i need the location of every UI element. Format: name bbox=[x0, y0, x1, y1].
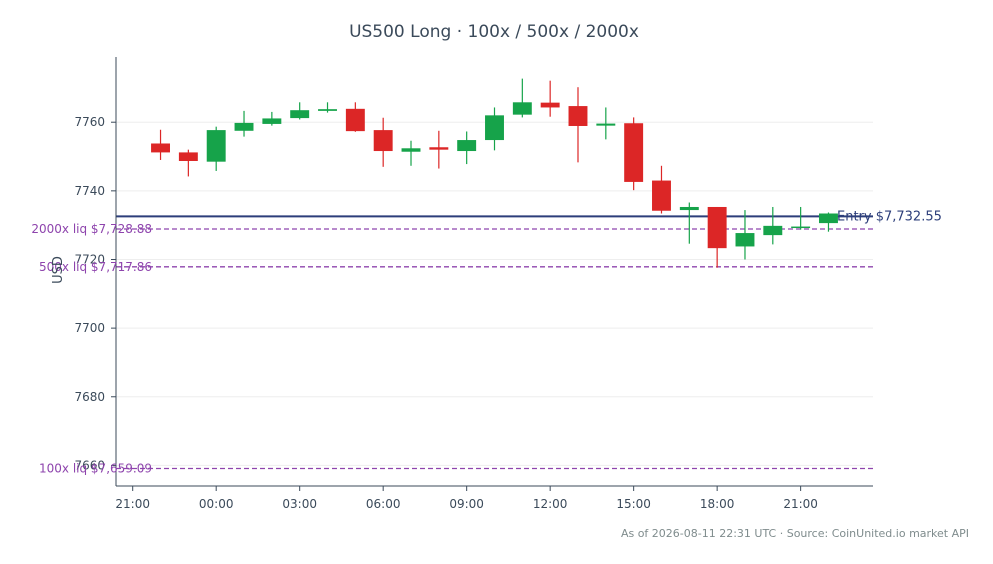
labels: 2000x liq $7,728.88 500x liq $7,717.86 100… bbox=[31, 209, 942, 475]
candle-body bbox=[568, 106, 588, 126]
candle-body bbox=[735, 233, 755, 247]
candle bbox=[178, 149, 198, 177]
candle bbox=[791, 206, 811, 230]
candle-body bbox=[540, 102, 560, 108]
candle-body bbox=[234, 122, 254, 131]
candles bbox=[151, 78, 838, 268]
candle bbox=[596, 107, 616, 140]
candle-body bbox=[512, 102, 532, 115]
candle bbox=[401, 140, 421, 166]
candle bbox=[234, 110, 254, 137]
candle bbox=[819, 212, 838, 232]
candle bbox=[512, 78, 532, 118]
candle-body bbox=[457, 140, 477, 152]
candle-body bbox=[819, 213, 838, 224]
candle-body bbox=[763, 225, 783, 236]
candle-body bbox=[707, 206, 727, 249]
entry-label: Entry $7,732.55 bbox=[837, 209, 942, 224]
y-tick-label: 7720 bbox=[74, 252, 105, 266]
liquidation-label: 2000x liq $7,728.88 bbox=[31, 222, 152, 236]
x-tick-label: 12:00 bbox=[533, 497, 568, 511]
x-tick-label: 21:00 bbox=[115, 497, 150, 511]
x-tick-label: 06:00 bbox=[366, 497, 401, 511]
candle-body bbox=[345, 108, 365, 132]
candle bbox=[429, 130, 449, 169]
candle bbox=[318, 102, 337, 113]
candle bbox=[290, 102, 310, 120]
candle-body bbox=[262, 118, 282, 124]
y-tick-label: 7680 bbox=[74, 390, 105, 404]
x-tick-label: 15:00 bbox=[616, 497, 651, 511]
liquidation-label: 500x liq $7,717.86 bbox=[39, 260, 152, 274]
candle-body bbox=[791, 226, 811, 229]
candle bbox=[679, 202, 699, 244]
candle bbox=[345, 102, 365, 132]
candle-body bbox=[401, 148, 421, 152]
candle bbox=[735, 210, 755, 260]
candle-body bbox=[679, 206, 699, 211]
candle-body bbox=[624, 123, 644, 182]
candle-body bbox=[652, 180, 671, 211]
candle-body bbox=[206, 130, 226, 162]
x-tick-label: 18:00 bbox=[700, 497, 735, 511]
grid bbox=[116, 121, 873, 466]
candle-body bbox=[290, 110, 310, 119]
x-tick-label: 09:00 bbox=[449, 497, 484, 511]
candle bbox=[707, 206, 727, 268]
candle-body bbox=[178, 152, 198, 161]
liquidation-lines bbox=[116, 228, 873, 470]
y-tick-label: 7760 bbox=[74, 115, 105, 129]
y-tick-label: 7700 bbox=[74, 321, 105, 335]
candle-body bbox=[318, 109, 337, 111]
y-axis-label: USD bbox=[51, 256, 66, 284]
candle bbox=[373, 117, 393, 167]
candle bbox=[568, 87, 588, 163]
x-tick-label: 03:00 bbox=[282, 497, 317, 511]
candle-body bbox=[485, 115, 504, 141]
x-tick-label: 00:00 bbox=[199, 497, 234, 511]
candle-body bbox=[373, 130, 393, 152]
candle-body bbox=[596, 123, 616, 126]
candle bbox=[151, 129, 170, 160]
candle bbox=[652, 165, 671, 214]
footer-source: As of 2026-08-11 22:31 UTC · Source: Coi… bbox=[621, 527, 969, 540]
candle bbox=[624, 117, 644, 191]
candle-body bbox=[151, 143, 170, 153]
y-tick-label: 7740 bbox=[74, 184, 105, 198]
candle bbox=[206, 126, 226, 171]
candle bbox=[540, 80, 560, 117]
chart-title: US500 Long · 100x / 500x / 2000x bbox=[349, 22, 639, 42]
x-tick-label: 21:00 bbox=[783, 497, 818, 511]
candle bbox=[763, 206, 783, 245]
candle bbox=[457, 131, 477, 165]
axes: 7660 7680 7700 7720 7740 7760 21:00 00:00 03:00 0… bbox=[74, 57, 873, 511]
candle bbox=[262, 111, 282, 126]
candle bbox=[485, 107, 504, 151]
liquidation-label: 100x liq $7,659.09 bbox=[39, 462, 152, 476]
candle-body bbox=[429, 147, 449, 150]
y-tick-label: 7660 bbox=[74, 458, 105, 472]
